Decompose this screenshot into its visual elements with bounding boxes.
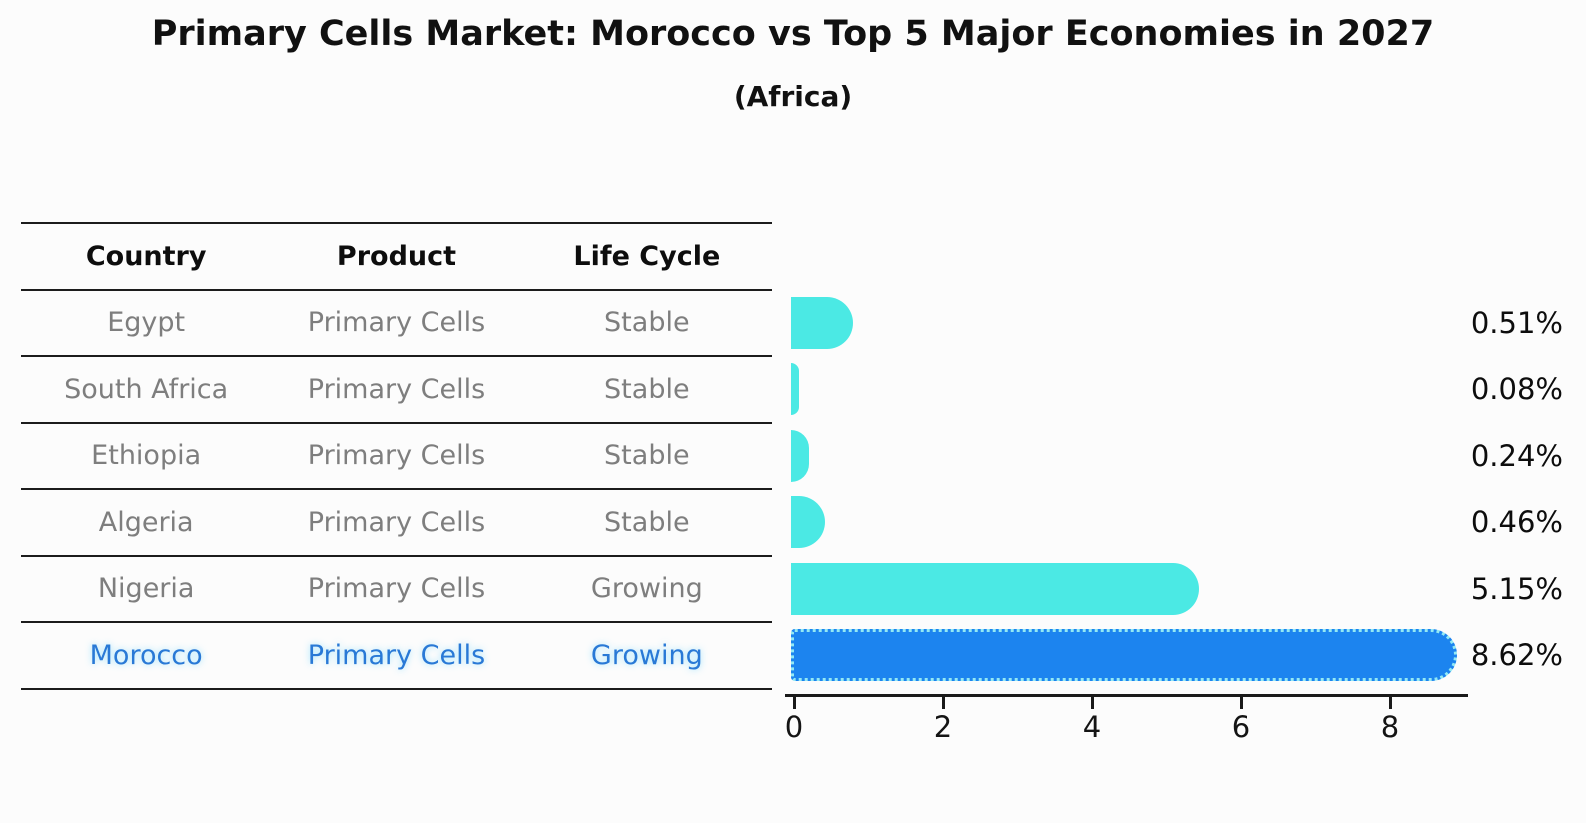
life-cycle-cell: Stable bbox=[604, 440, 690, 472]
product-cell: Primary Cells bbox=[307, 506, 486, 538]
life-cycle-cell: Stable bbox=[604, 307, 690, 339]
country-cell: Ethiopia bbox=[91, 440, 202, 472]
table-row-ethiopia: Ethiopia Primary Cells Stable bbox=[21, 424, 772, 490]
bar-ethiopia bbox=[791, 429, 809, 482]
value-label-nigeria: 5.15% bbox=[1470, 571, 1563, 606]
product-cell: Primary Cells bbox=[307, 373, 486, 405]
table-row-algeria: Algeria Primary Cells Stable bbox=[21, 490, 772, 557]
table-row-morocco: Morocco Primary Cells Growing bbox=[21, 623, 772, 690]
country-cell: Nigeria bbox=[97, 573, 195, 605]
x-axis-tick bbox=[1090, 697, 1094, 709]
value-label-algeria: 0.46% bbox=[1470, 505, 1563, 540]
x-axis-tick-label: 2 bbox=[933, 710, 953, 744]
table-row-egypt: Egypt Primary Cells Stable bbox=[21, 291, 772, 357]
value-label-morocco: 8.62% bbox=[1470, 638, 1563, 673]
x-axis-tick bbox=[1239, 697, 1243, 709]
x-axis-tick bbox=[1388, 697, 1392, 709]
table-row-nigeria: Nigeria Primary Cells Growing bbox=[21, 557, 772, 623]
value-label-egypt: 0.51% bbox=[1470, 305, 1563, 340]
life-cycle-cell: Growing bbox=[590, 573, 703, 605]
product-cell: Primary Cells bbox=[307, 639, 486, 671]
country-cell: South Africa bbox=[64, 373, 229, 405]
bar-algeria bbox=[791, 496, 826, 549]
country-cell: Egypt bbox=[107, 307, 186, 339]
x-axis-tick-label: 6 bbox=[1231, 710, 1251, 744]
comparison-table: Country Product Life Cycle Egypt Primary … bbox=[21, 222, 772, 690]
bar-nigeria bbox=[791, 562, 1199, 615]
product-cell: Primary Cells bbox=[307, 440, 486, 472]
country-cell: Algeria bbox=[98, 506, 194, 538]
column-header-country: Country bbox=[85, 240, 207, 272]
x-axis-tick bbox=[792, 697, 796, 709]
table-row-south-africa: South Africa Primary Cells Stable bbox=[21, 357, 772, 424]
bar-south-africa bbox=[791, 363, 799, 416]
table-header-row: Country Product Life Cycle bbox=[21, 224, 772, 291]
product-cell: Primary Cells bbox=[307, 307, 486, 339]
x-axis-tick bbox=[941, 697, 945, 709]
chart-title: Primary Cells Market: Morocco vs Top 5 M… bbox=[151, 14, 1435, 54]
table-body: Egypt Primary Cells Stable South Africa Prim… bbox=[21, 291, 772, 690]
country-cell: Morocco bbox=[89, 639, 203, 671]
life-cycle-cell: Stable bbox=[604, 373, 690, 405]
life-cycle-cell: Growing bbox=[590, 639, 703, 671]
life-cycle-cell: Stable bbox=[604, 506, 690, 538]
column-header-product: Product bbox=[336, 240, 457, 272]
chart-subtitle: (Africa) bbox=[733, 80, 853, 113]
x-axis-tick-label: 0 bbox=[784, 710, 804, 744]
product-cell: Primary Cells bbox=[307, 573, 486, 605]
x-axis-tick-label: 4 bbox=[1082, 710, 1102, 744]
bar-morocco bbox=[791, 629, 1458, 682]
x-axis-tick-label: 8 bbox=[1380, 710, 1400, 744]
x-axis-line bbox=[785, 694, 1468, 697]
value-label-south-africa: 0.08% bbox=[1470, 372, 1563, 407]
bar-egypt bbox=[791, 296, 853, 349]
column-header-life-cycle: Life Cycle bbox=[573, 240, 721, 272]
value-label-ethiopia: 0.24% bbox=[1470, 438, 1563, 473]
